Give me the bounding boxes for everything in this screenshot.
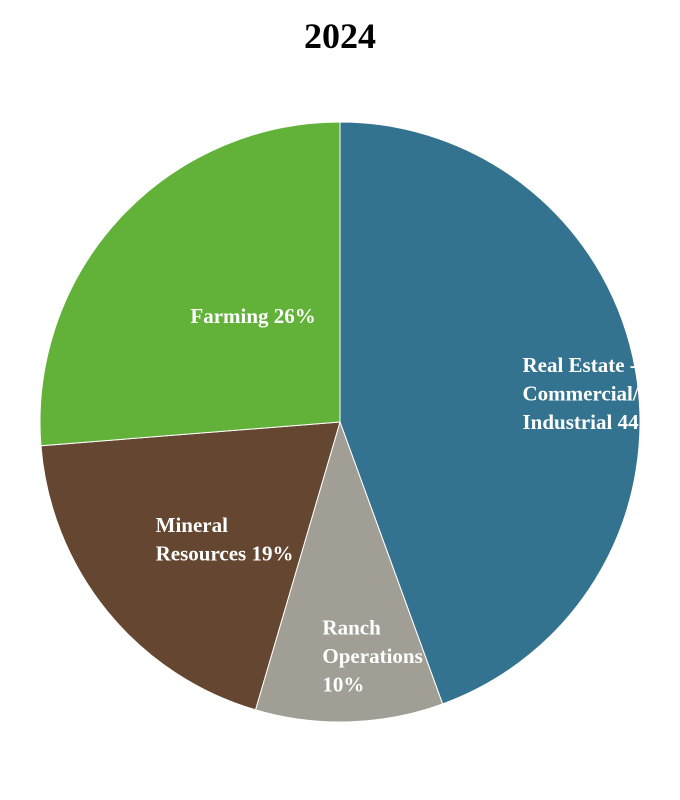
data-label-line: Operations: [322, 644, 422, 668]
data-label-line: Mineral: [156, 513, 228, 537]
data-label-line: 10%: [322, 672, 364, 696]
pie-slice-3: [40, 421, 341, 711]
data-labels-layer: Real Estate - Commercial/Industrial 44% Ra…: [156, 304, 660, 696]
pie-slice-4: [39, 121, 341, 447]
data-label-line: Commercial/: [522, 381, 639, 405]
data-label-line: Real Estate -: [522, 353, 636, 377]
data-label-1: Real Estate - Commercial/Industrial 44%: [522, 353, 659, 434]
data-label-line: Ranch: [322, 615, 381, 639]
data-label-2: Ranch Operations 10%: [322, 615, 422, 696]
pie-slice-1: [339, 121, 641, 705]
data-label-line: Resources 19%: [156, 542, 294, 566]
chart-title: 2024: [304, 16, 376, 56]
data-label-line: Industrial 44%: [522, 410, 659, 434]
data-label-4: Farming 26%: [190, 304, 315, 328]
pie-slice-2: [254, 420, 444, 723]
data-label-3: Mineral Resources 19%: [156, 513, 294, 566]
slices-layer: [39, 121, 641, 723]
data-label-line: Farming 26%: [190, 304, 315, 328]
